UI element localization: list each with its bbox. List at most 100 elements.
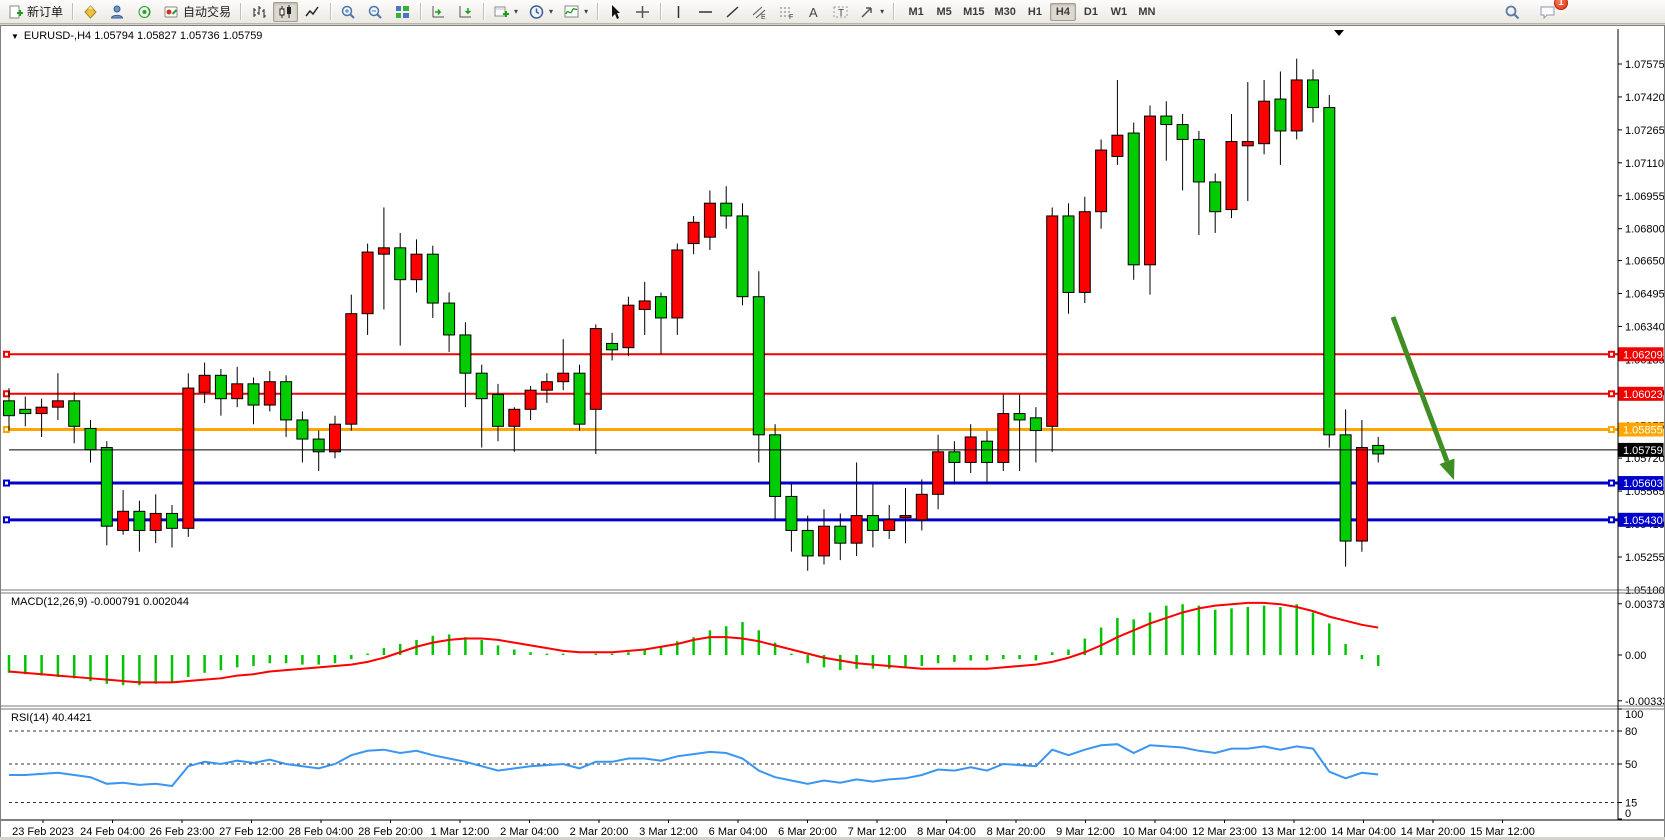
svg-text:26 Feb 23:00: 26 Feb 23:00 <box>150 826 215 837</box>
timeframe-m30-button[interactable]: M30 <box>994 5 1016 18</box>
chevron-down-icon[interactable]: ▾ <box>514 7 519 16</box>
timeframe-mn-button[interactable]: MN <box>1138 5 1156 18</box>
chart-shift-button[interactable] <box>453 2 478 22</box>
svg-text:50: 50 <box>1625 759 1637 771</box>
arrows-icon <box>859 4 876 20</box>
zoom-in-button[interactable] <box>336 2 361 22</box>
svg-text:24 Feb 04:00: 24 Feb 04:00 <box>80 826 145 837</box>
svg-text:0: 0 <box>1625 808 1631 820</box>
rsi-indicator-label: RSI(14) 40.4421 <box>11 712 92 724</box>
navigator-button[interactable] <box>105 2 130 22</box>
chart-title: ▼ EURUSD-,H4 1.05794 1.05827 1.05736 1.0… <box>11 30 262 42</box>
text-label-button[interactable]: T <box>828 2 853 22</box>
arrows-button[interactable]: ▾ <box>855 2 888 22</box>
bar-chart-button[interactable] <box>246 2 271 22</box>
indicator-icon <box>563 4 580 20</box>
svg-text:100: 100 <box>1625 709 1643 721</box>
autotrading-button[interactable]: 自动交易 <box>159 2 235 22</box>
cursor-button[interactable] <box>603 2 628 22</box>
fibonacci-button[interactable]: F <box>774 2 799 22</box>
trendline-button[interactable] <box>720 2 745 22</box>
chevron-down-icon[interactable]: ▾ <box>880 7 885 16</box>
chart-window[interactable]: 1.07575 1.07420 1.07265 1.07110 1.06955 1.068… <box>0 25 1665 838</box>
vertical-line-button[interactable] <box>666 2 691 22</box>
timeframe-d1-button[interactable]: D1 <box>1083 5 1098 18</box>
svg-text:1.06340: 1.06340 <box>1625 321 1664 333</box>
timeframe-m1-button[interactable]: M1 <box>908 5 924 18</box>
svg-text:1.05100: 1.05100 <box>1625 585 1664 597</box>
market-watch-button[interactable] <box>78 2 103 22</box>
timeframe-h4-button[interactable]: H4 <box>1049 2 1076 21</box>
auto-scroll-button[interactable] <box>426 2 451 22</box>
new-order-button[interactable]: 新订单 <box>3 2 67 22</box>
svg-text:T: T <box>838 8 844 19</box>
timeframe-w1-button[interactable]: W1 <box>1110 5 1128 18</box>
new-chart-button[interactable]: ▾ <box>489 2 522 22</box>
notifications-button[interactable]: 1 <box>1535 0 1568 22</box>
gem-icon <box>82 4 99 20</box>
periods-button[interactable]: ▾ <box>524 2 557 22</box>
svg-text:1.07420: 1.07420 <box>1625 92 1664 104</box>
crosshair-button[interactable] <box>630 2 655 22</box>
svg-text:8 Mar 04:00: 8 Mar 04:00 <box>917 826 976 837</box>
toolbar-separator <box>660 3 662 20</box>
toolbar-separator <box>330 3 332 20</box>
chevron-down-icon[interactable]: ▾ <box>549 7 554 16</box>
svg-text:1.07110: 1.07110 <box>1625 158 1664 170</box>
main-toolbar: 新订单 自动交易 ▾ ▾ ▾ E F A T ▾ M1 M5 M15 M30 H1 H4 D1 W1 MN 1 <box>0 0 1665 24</box>
svg-text:-0.003337: -0.003337 <box>1625 696 1664 708</box>
price-chart-canvas[interactable]: 1.07575 1.07420 1.07265 1.07110 1.06955 1.068… <box>1 26 1664 837</box>
equidistant-channel-button[interactable]: E <box>747 2 772 22</box>
signal-icon <box>136 4 153 20</box>
trendline-icon <box>724 4 741 20</box>
svg-text:1.07265: 1.07265 <box>1625 125 1664 137</box>
svg-text:2 Mar 04:00: 2 Mar 04:00 <box>500 826 559 837</box>
autoscroll-icon <box>430 4 447 20</box>
signals-button[interactable] <box>132 2 157 22</box>
labelT-icon: T <box>832 4 849 20</box>
crosshair-icon <box>634 4 651 20</box>
timeframe-h1-button[interactable]: H1 <box>1027 5 1042 18</box>
svg-text:1 Mar 12:00: 1 Mar 12:00 <box>431 826 490 837</box>
macd-indicator-label: MACD(12,26,9) -0.000791 0.002044 <box>11 596 189 608</box>
indicators-button[interactable]: ▾ <box>559 2 592 22</box>
svg-text:2 Mar 20:00: 2 Mar 20:00 <box>570 826 629 837</box>
svg-text:1.06023: 1.06023 <box>1623 389 1663 401</box>
search-button[interactable] <box>1500 2 1525 22</box>
svg-text:15 Mar 12:00: 15 Mar 12:00 <box>1470 826 1535 837</box>
candlestick-chart-button[interactable] <box>273 1 299 22</box>
svg-text:12 Mar 23:00: 12 Mar 23:00 <box>1192 826 1257 837</box>
text-button[interactable]: A <box>801 2 826 22</box>
svg-text:1.05855: 1.05855 <box>1623 425 1663 437</box>
chart-menu-arrow-icon[interactable]: ▼ <box>11 31 19 41</box>
horizontal-line-button[interactable] <box>693 2 718 22</box>
status-strip <box>0 837 1665 840</box>
line-chart-button[interactable] <box>300 2 325 22</box>
zoom-out-button[interactable] <box>363 2 388 22</box>
svg-text:F: F <box>789 14 793 20</box>
notification-badge: 1 <box>1554 0 1568 10</box>
timeframe-m15-button[interactable]: M15 <box>963 5 985 18</box>
svg-text:1.06495: 1.06495 <box>1625 289 1664 301</box>
svg-text:27 Feb 12:00: 27 Feb 12:00 <box>219 826 284 837</box>
timeframe-m5-button[interactable]: M5 <box>936 5 952 18</box>
svg-text:14 Mar 20:00: 14 Mar 20:00 <box>1401 826 1466 837</box>
profile-icon <box>109 4 126 20</box>
new-order-icon <box>7 4 24 20</box>
chevron-down-icon[interactable]: ▾ <box>584 7 589 16</box>
toolbar-separator <box>420 3 422 20</box>
svg-text:0.003737: 0.003737 <box>1625 599 1664 611</box>
tile-windows-button[interactable] <box>390 2 415 22</box>
clock-icon <box>528 4 545 20</box>
svg-text:28 Feb 04:00: 28 Feb 04:00 <box>289 826 354 837</box>
svg-text:8 Mar 20:00: 8 Mar 20:00 <box>987 826 1046 837</box>
chartshift-icon <box>457 4 474 20</box>
svg-text:1.05255: 1.05255 <box>1625 552 1664 564</box>
svg-text:1.05759: 1.05759 <box>1623 445 1663 457</box>
svg-text:1.05430: 1.05430 <box>1623 515 1663 527</box>
fibo-icon: F <box>778 4 795 20</box>
svg-text:1.05603: 1.05603 <box>1623 478 1663 490</box>
svg-text:6 Mar 04:00: 6 Mar 04:00 <box>709 826 768 837</box>
svg-text:0.00: 0.00 <box>1625 650 1646 662</box>
svg-text:7 Mar 12:00: 7 Mar 12:00 <box>848 826 907 837</box>
